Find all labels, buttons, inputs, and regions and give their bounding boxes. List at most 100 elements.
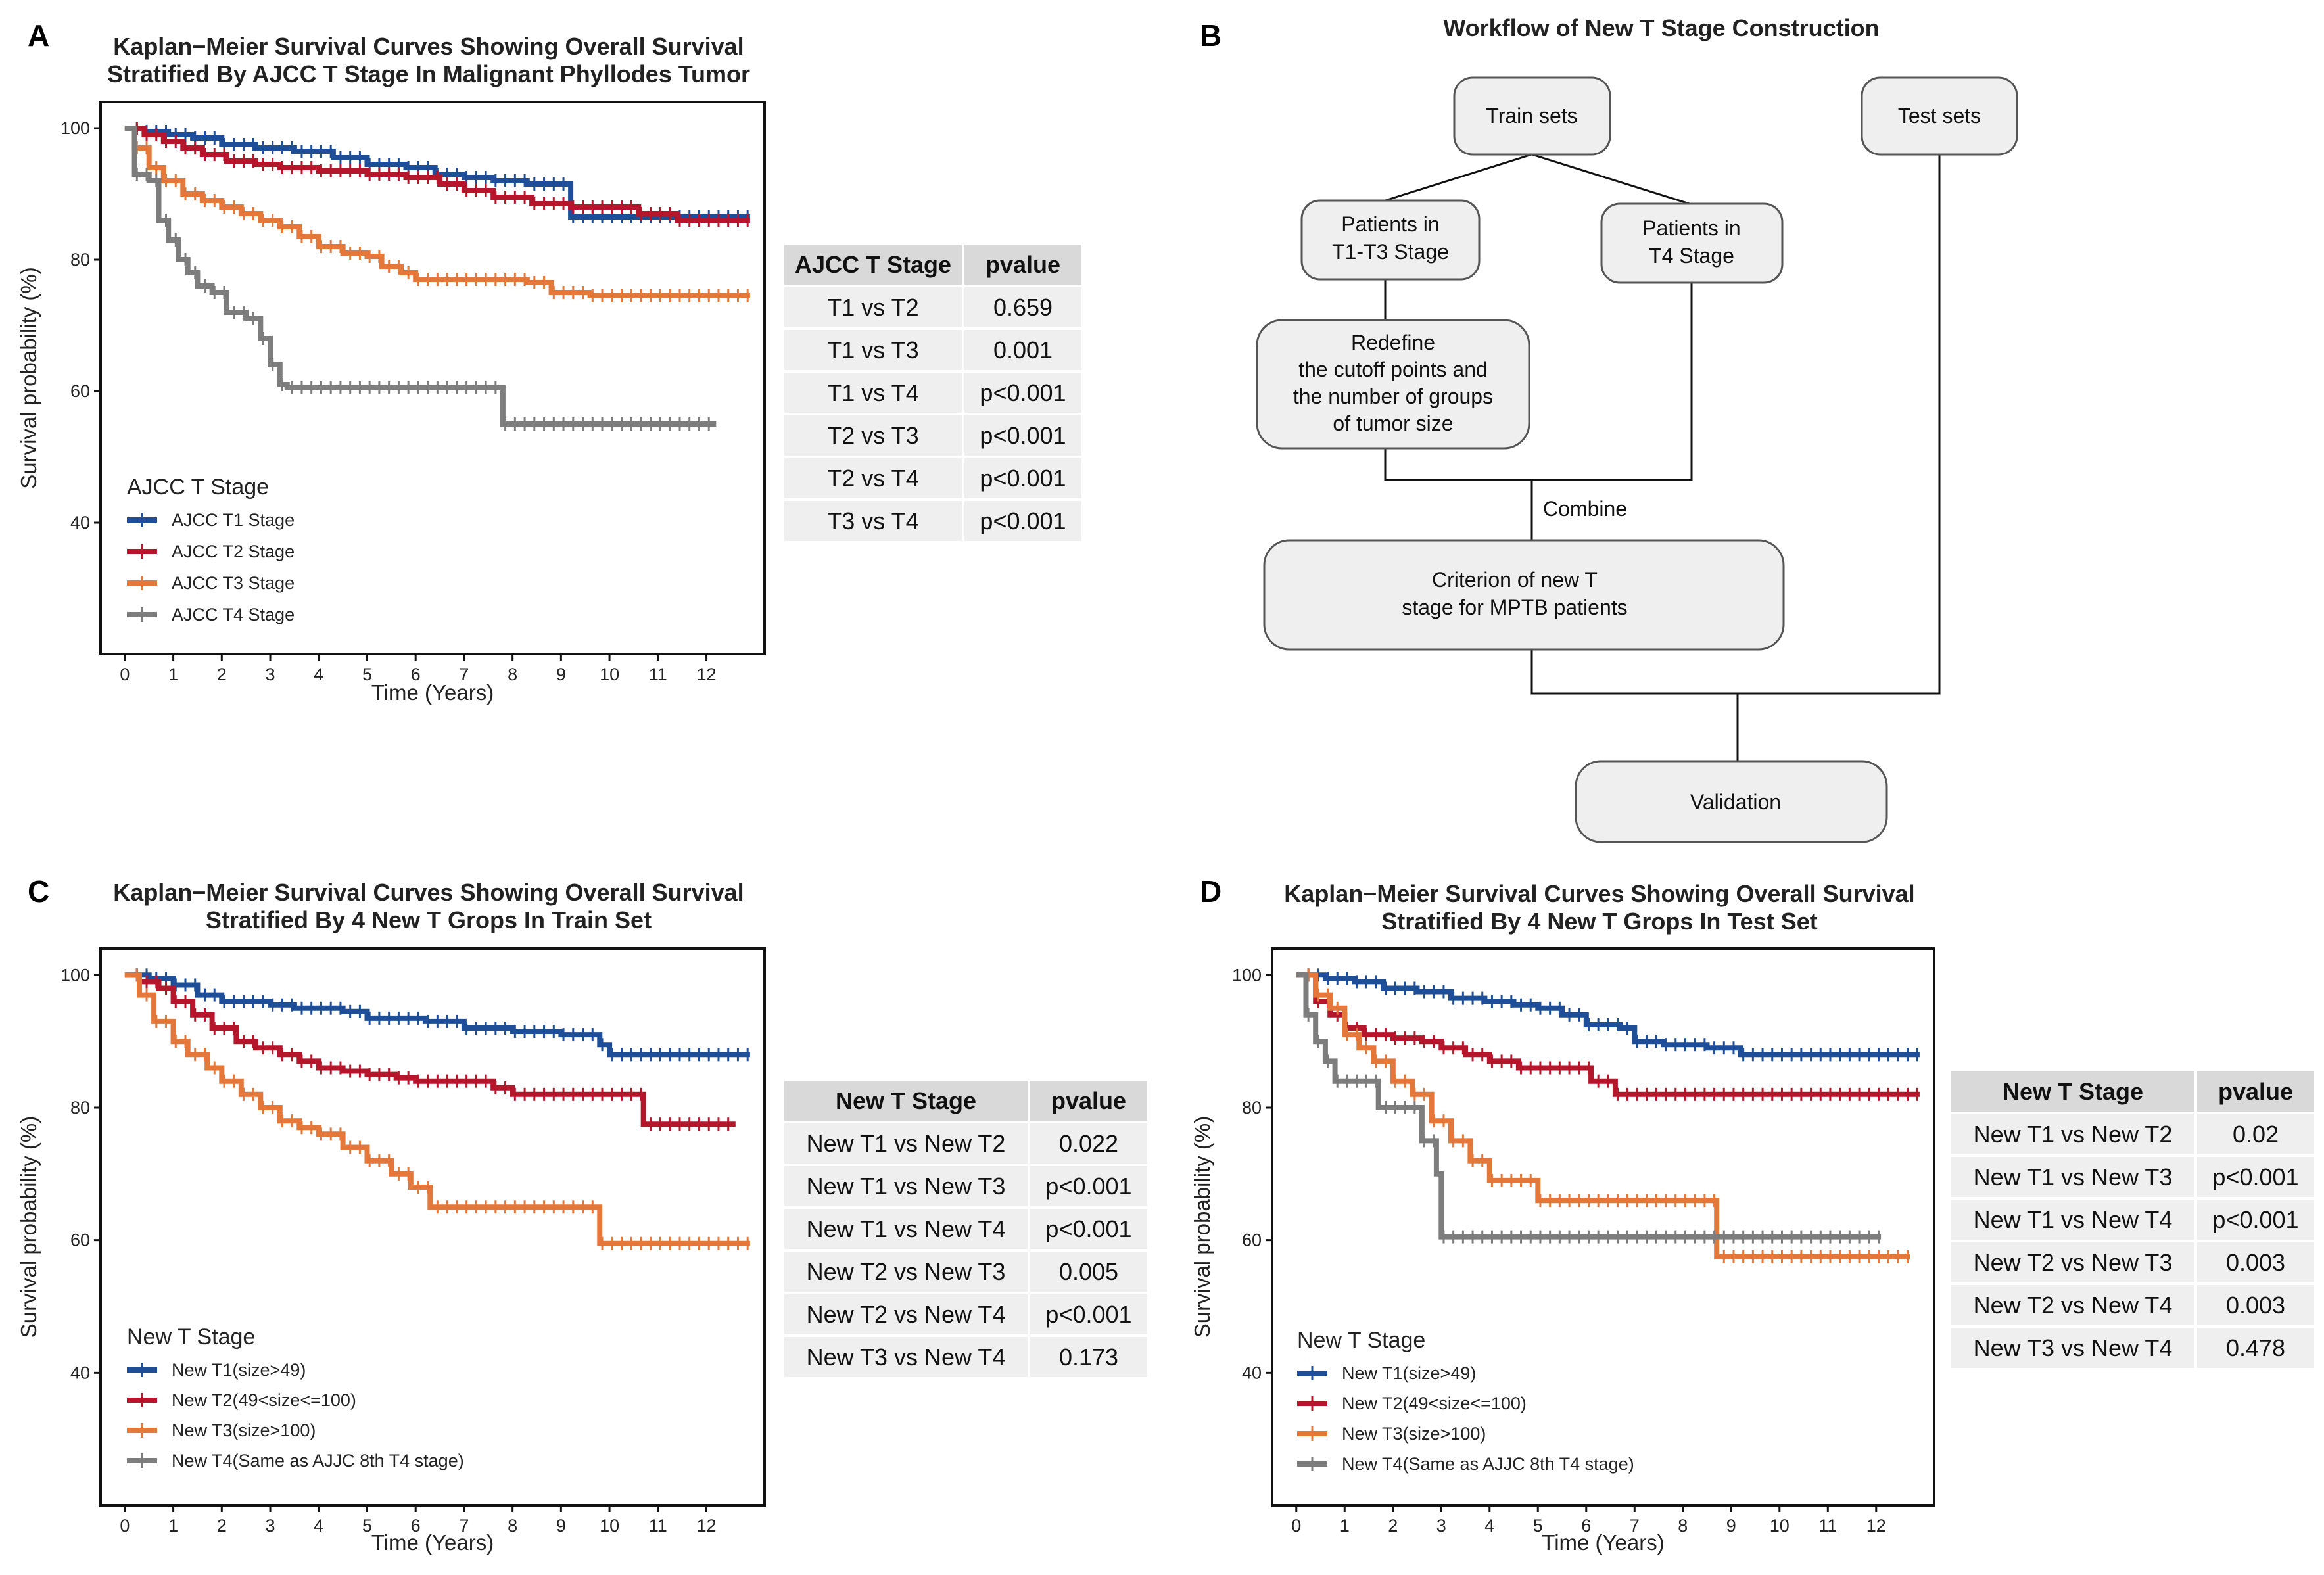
y-tick-label: 40 [1242, 1363, 1262, 1382]
box-t4-line-1: Patients in [1642, 216, 1740, 240]
x-tick-label: 12 [697, 665, 717, 684]
box-redefine-line-4: of tumor size [1333, 411, 1453, 435]
table-cell [1030, 1252, 1147, 1292]
table-cell [1951, 1285, 2194, 1325]
table-cell [1030, 1337, 1147, 1377]
table-cell-text: New T1 vs New T3 [1974, 1164, 2173, 1190]
chart-title-line-2: Stratified By 4 New T Grops In Test Set [1381, 908, 1817, 935]
table-cell [784, 1252, 1028, 1292]
box-criterion-line-2: stage for MPTB patients [1402, 596, 1627, 619]
plot-frame [99, 947, 766, 1507]
x-tick-label: 4 [314, 1516, 323, 1536]
table-cell-text: p<0.001 [980, 422, 1066, 449]
box-redefine: Redefine the cutoff points and the numbe… [1256, 319, 1530, 450]
table-cell-text: New T2 vs New T3 [1974, 1249, 2173, 1276]
x-tick-label: 9 [556, 1516, 566, 1536]
chart-title-line-1: Kaplan−Meier Survival Curves Showing Ove… [113, 33, 744, 60]
x-tick-label: 4 [1484, 1516, 1494, 1536]
table-cell [784, 1294, 1028, 1334]
table-cell-text: 0.173 [1059, 1344, 1118, 1371]
table-cell [1030, 1294, 1147, 1334]
connector-train-split [1385, 153, 1690, 205]
censor-marks-4 [1307, 1008, 1880, 1244]
table-cell [2197, 1200, 2314, 1240]
table-cell [964, 330, 1081, 370]
table-cell [964, 501, 1081, 541]
table-cell [2197, 1285, 2314, 1325]
table-cell-text: New T1 vs New T3 [807, 1173, 1006, 1200]
table-cell [964, 458, 1081, 498]
legend-item-label: New T3(size>100) [172, 1421, 316, 1440]
table-cell-text: New T1 vs New T2 [807, 1130, 1006, 1157]
table-cell [2197, 1242, 2314, 1282]
x-tick-label: 7 [459, 1516, 469, 1536]
y-tick-label: 80 [70, 250, 90, 270]
table-cell-text: New T1 vs New T2 [1974, 1121, 2173, 1148]
table-cell [784, 330, 962, 370]
table-cell-text: p<0.001 [980, 507, 1066, 534]
table-cell-text: 0.02 [2233, 1121, 2279, 1148]
legend-item-label: AJCC T4 Stage [172, 605, 295, 624]
table-cell [1951, 1328, 2194, 1368]
y-tick-label: 60 [1242, 1231, 1262, 1250]
x-tick-label: 6 [411, 1516, 421, 1536]
box-t1t3-line-1: Patients in [1341, 212, 1439, 236]
plot-frame [1271, 947, 1935, 1507]
y-tick-label: 100 [60, 965, 90, 985]
table-cell [1951, 1114, 2194, 1154]
table-cell-text: New T1 vs New T4 [807, 1215, 1006, 1242]
x-tick-label: 3 [266, 665, 275, 684]
panel-label-b: B [1200, 18, 1221, 53]
x-tick-label: 11 [649, 665, 667, 684]
table-cell-text: 0.001 [993, 337, 1053, 364]
table-cell-text: p<0.001 [980, 379, 1066, 406]
y-tick-label: 80 [1242, 1098, 1262, 1117]
table-cell-text: T3 vs T4 [827, 507, 918, 534]
censor-marks-3 [135, 141, 749, 302]
x-tick-label: 11 [649, 1516, 667, 1536]
table-cell [784, 1166, 1028, 1206]
table-header-cell [784, 1081, 1028, 1121]
table-cell [784, 415, 962, 456]
connector-test-validation [1530, 154, 1941, 695]
legend-item-label: New T1(size>49) [172, 1360, 306, 1380]
table-header-label: New T Stage [2003, 1078, 2143, 1105]
box-redefine-line-3: the number of groups [1293, 385, 1493, 408]
table-cell-text: New T3 vs New T4 [1974, 1334, 2173, 1361]
box-validation: Validation [1575, 760, 1888, 843]
x-tick-label: 12 [1866, 1516, 1886, 1536]
box-redefine-line-1: Redefine [1351, 331, 1435, 354]
table-cell-text: 0.022 [1059, 1130, 1118, 1157]
table-cell-text: New T3 vs New T4 [807, 1344, 1006, 1371]
table-cell-text: p<0.001 [2212, 1164, 2298, 1190]
y-axis-label: Survival probability (%) [16, 1116, 41, 1338]
table-cell [1030, 1166, 1147, 1206]
x-tick-label: 0 [120, 665, 130, 684]
workflow-title: Workflow of New T Stage Construction [1443, 14, 1879, 41]
y-axis-label: Survival probability (%) [16, 267, 41, 488]
table-cell [2197, 1328, 2314, 1368]
box-criterion: Criterion of new T stage for MPTB patien… [1263, 539, 1785, 651]
x-tick-label: 6 [411, 665, 421, 684]
table-cell-text: T2 vs T4 [827, 465, 918, 492]
chart-title-line-1: Kaplan−Meier Survival Curves Showing Ove… [1284, 880, 1914, 907]
pvalue-table-a: AJCC T Stage pvalue T1 vs T2 0.659 T1 vs T3 0… [784, 245, 1081, 541]
x-tick-label: 6 [1581, 1516, 1591, 1536]
table-cell [784, 1209, 1028, 1249]
table-cell [784, 458, 962, 498]
panel-b-workflow: Workflow of New T Stage Construction Tra… [1256, 14, 2018, 843]
table-header-label: pvalue [2218, 1078, 2293, 1105]
panel-label-c: C [28, 874, 49, 908]
x-tick-label: 2 [217, 665, 227, 684]
panel-label-d: D [1200, 874, 1221, 908]
table-cell-text: 0.005 [1059, 1258, 1118, 1285]
x-tick-label: 10 [600, 1516, 619, 1536]
x-tick-label: 2 [1388, 1516, 1398, 1536]
pvalue-table-c: New T Stage pvalue New T1 vs New T2 0.022 Ne… [784, 1081, 1147, 1377]
table-cell-text: p<0.001 [1045, 1301, 1131, 1328]
plot-frame [99, 101, 766, 655]
survival-curve-3 [1296, 972, 1910, 1259]
censor-marks-3 [135, 968, 749, 1250]
legend-item-label: AJCC T3 Stage [172, 573, 295, 593]
